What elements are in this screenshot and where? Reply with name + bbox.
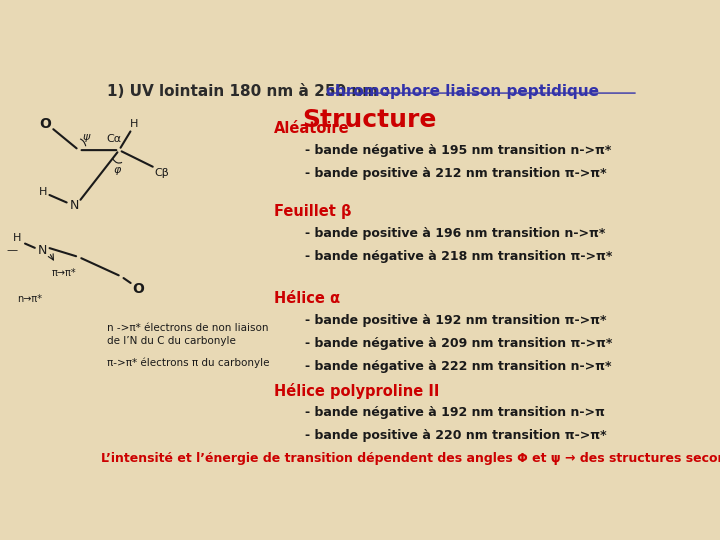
Text: N: N [70, 199, 79, 212]
Text: H: H [130, 119, 138, 129]
Text: —: — [6, 246, 17, 255]
Text: Hélice polyproline II: Hélice polyproline II [274, 383, 439, 399]
Text: Structure: Structure [302, 109, 436, 132]
Text: N: N [38, 244, 48, 257]
Text: - bande négative à 222 nm transition n->π*: - bande négative à 222 nm transition n->… [305, 360, 611, 373]
Text: ψ: ψ [83, 132, 90, 142]
Text: Cα: Cα [107, 134, 122, 144]
Text: Cβ: Cβ [154, 168, 169, 178]
Text: L’intensité et l’énergie de transition dépendent des angles Φ et ψ → des structu: L’intensité et l’énergie de transition d… [101, 452, 720, 465]
Text: - bande positive à 196 nm transition n->π*: - bande positive à 196 nm transition n->… [305, 227, 606, 240]
Text: O: O [39, 117, 50, 131]
Text: π->π* électrons π du carbonyle: π->π* électrons π du carbonyle [107, 358, 269, 368]
Text: π→π*: π→π* [52, 268, 76, 278]
Text: n→π*: n→π* [17, 294, 42, 304]
Text: - bande positive à 212 nm transition π->π*: - bande positive à 212 nm transition π->… [305, 167, 606, 180]
Text: H: H [13, 233, 22, 242]
Text: chromophore liaison peptidique: chromophore liaison peptidique [326, 84, 599, 98]
Text: - bande négative à 218 nm transition π->π*: - bande négative à 218 nm transition π->… [305, 250, 612, 263]
Text: - bande positive à 220 nm transition π->π*: - bande positive à 220 nm transition π->… [305, 429, 606, 442]
Text: φ: φ [113, 165, 121, 174]
Text: H: H [38, 187, 47, 197]
Text: Aléatoire: Aléatoire [274, 121, 350, 136]
Text: - bande négative à 195 nm transition n->π*: - bande négative à 195 nm transition n->… [305, 144, 611, 157]
Text: n ->π* électrons de non liaison
de l’N du C du carbonyle: n ->π* électrons de non liaison de l’N d… [107, 322, 269, 346]
Text: - bande négative à 209 nm transition π->π*: - bande négative à 209 nm transition π->… [305, 337, 612, 350]
Text: - bande positive à 192 nm transition π->π*: - bande positive à 192 nm transition π->… [305, 314, 606, 327]
Text: Hélice α: Hélice α [274, 292, 341, 306]
Text: 1) UV lointain 180 nm à 250 nm :: 1) UV lointain 180 nm à 250 nm : [107, 84, 395, 98]
Text: - bande négative à 192 nm transition n->π: - bande négative à 192 nm transition n->… [305, 406, 605, 419]
Text: Feuillet β: Feuillet β [274, 204, 351, 219]
Text: O: O [132, 282, 144, 296]
